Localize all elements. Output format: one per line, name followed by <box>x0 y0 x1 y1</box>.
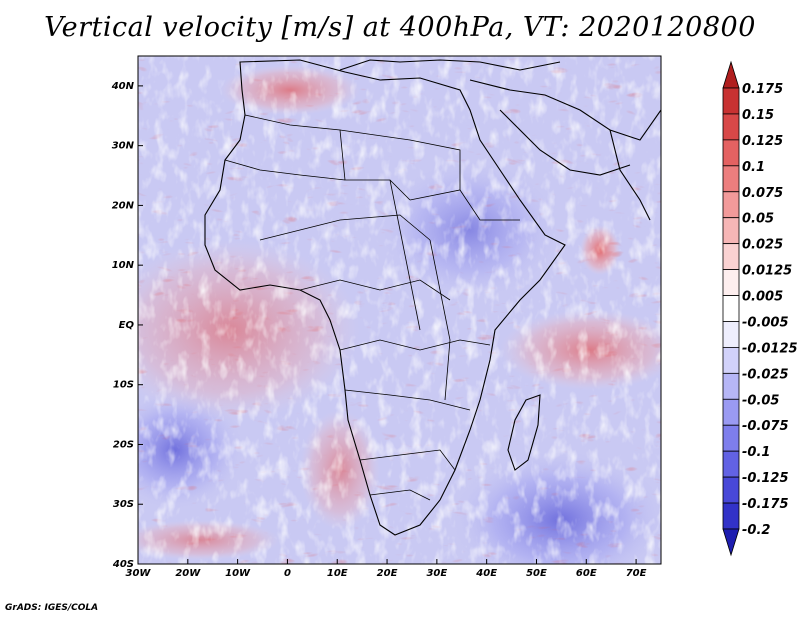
map-title: Vertical velocity [m/s] at 400hPa, VT: 2… <box>44 12 756 43</box>
colorbar-label: 0.05 <box>742 212 774 227</box>
colorbar-label: -0.125 <box>742 471 789 486</box>
y-tick-label: EQ <box>119 320 135 331</box>
colorbar-top-arrow <box>722 60 740 89</box>
colorbar-label: -0.075 <box>742 419 789 434</box>
x-tick-label: 30W <box>126 568 152 579</box>
x-tick-label: 50E <box>526 568 547 579</box>
y-tick-label: 10N <box>112 260 135 271</box>
colorbar-swatch <box>722 139 740 167</box>
colorbar-label: 0.15 <box>742 108 774 123</box>
colorbar-swatch <box>722 321 740 348</box>
x-tick-label: 20W <box>175 568 201 579</box>
y-axis-ticks: 40N 30N 20N 10N EQ 10S 20S 30S 40S <box>111 81 143 570</box>
colorbar-label: 0.0125 <box>742 264 792 279</box>
colorbar-swatch <box>722 269 740 296</box>
colorbar-label: -0.025 <box>742 367 789 382</box>
colorbar-swatch <box>722 217 740 245</box>
y-tick-label: 30S <box>113 499 134 510</box>
x-tick-label: 60E <box>576 568 597 579</box>
colorbar-bottom-arrow <box>722 528 740 557</box>
velocity-field <box>138 56 661 564</box>
colorbar-swatch <box>722 243 740 270</box>
country-borders <box>224 114 520 501</box>
colorbar-swatch <box>722 476 740 504</box>
x-tick-label: 30E <box>426 568 447 579</box>
x-tick-label: 10W <box>225 568 251 579</box>
colorbar-swatch <box>722 347 740 374</box>
y-tick-label: 20N <box>112 200 135 211</box>
coastlines <box>204 59 661 536</box>
colorbar-swatch <box>722 295 740 322</box>
y-tick-label: 40N <box>111 81 135 92</box>
map-frame <box>137 55 662 565</box>
x-tick-label: 70E <box>626 568 647 579</box>
colorbar-swatch <box>722 398 740 426</box>
x-tick-label: 0 <box>284 568 291 579</box>
y-tick-label: 10S <box>113 380 134 391</box>
colorbar-swatch <box>722 424 740 452</box>
colorbar-label: -0.05 <box>742 393 779 408</box>
colorbar-label: -0.2 <box>742 523 770 538</box>
colorbar-swatch <box>722 372 740 400</box>
colorbar-label: 0.025 <box>742 238 783 253</box>
colorbar-label: -0.1 <box>742 445 770 460</box>
x-tick-label: 10E <box>327 568 348 579</box>
y-tick-label: 20S <box>113 439 134 450</box>
colorbar-label: -0.0125 <box>742 341 798 356</box>
colorbar: 0.175 0.15 0.125 0.1 0.075 0.05 0.025 0.0125 0.0… <box>722 60 798 557</box>
y-tick-label: 30N <box>112 141 135 152</box>
x-tick-label: 40E <box>475 568 497 579</box>
colorbar-swatch <box>722 191 740 219</box>
colorbar-label: 0.075 <box>742 186 783 201</box>
colorbar-swatch <box>722 450 740 478</box>
credit-label: GrADS: IGES/COLA <box>5 603 99 613</box>
colorbar-swatch <box>722 165 740 193</box>
colorbar-swatch <box>722 502 740 530</box>
x-axis-ticks: 30W 20W 10W 0 10E 20E 30E 40E 50E 60E 70E <box>126 559 647 579</box>
x-tick-label: 20E <box>377 568 398 579</box>
colorbar-label: 0.125 <box>742 134 783 149</box>
colorbar-swatch <box>722 113 740 141</box>
colorbar-label: 0.175 <box>742 82 783 97</box>
colorbar-swatch <box>722 87 740 115</box>
colorbar-label: -0.175 <box>742 497 789 512</box>
colorbar-label: 0.005 <box>742 290 783 305</box>
y-tick-label: 40S <box>112 559 134 570</box>
colorbar-label: 0.1 <box>742 160 765 175</box>
colorbar-label: -0.005 <box>742 315 789 330</box>
